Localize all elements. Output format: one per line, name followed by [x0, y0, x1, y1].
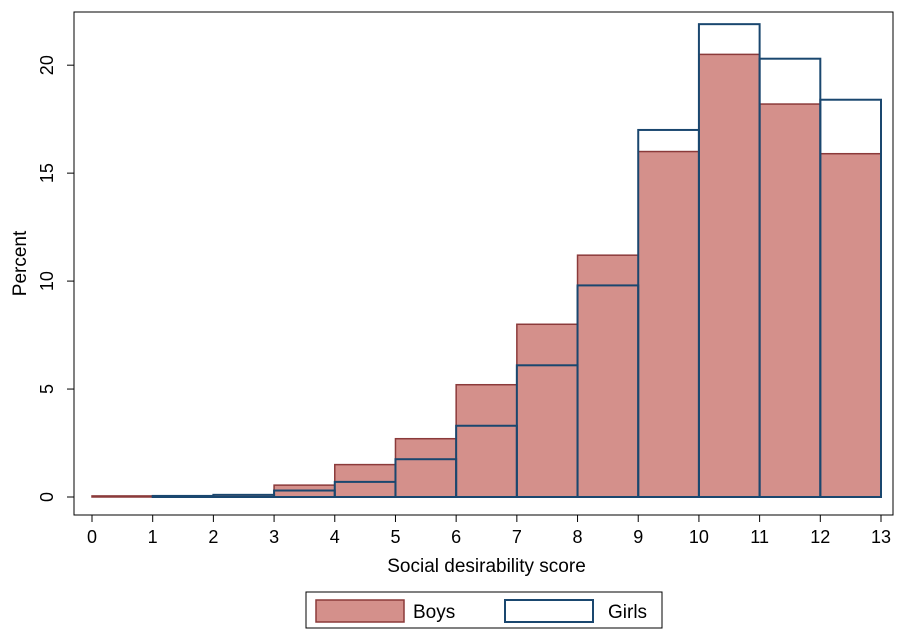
x-axis: 0 1 2 3 4 5 6 7 8 9 10 11 12 13 [87, 515, 891, 547]
x-tick-label: 1 [148, 527, 158, 547]
x-tick-label: 6 [451, 527, 461, 547]
y-tick-label: 20 [37, 55, 57, 75]
girls-bar-12-13 [819, 98, 882, 499]
boys-bar-6-7 [455, 383, 518, 498]
boys-bar-12-13 [819, 152, 882, 498]
boys-bar-9-10 [637, 150, 700, 498]
legend-label-boys: Boys [413, 602, 455, 623]
y-tick-label: 5 [37, 384, 57, 394]
boys-bar-8-9 [576, 254, 639, 498]
y-tick-label: 0 [37, 492, 57, 502]
legend-label-girls: Girls [608, 602, 647, 623]
legend: Boys Girls [305, 591, 663, 629]
girls-bars [151, 23, 882, 499]
x-tick-label: 9 [633, 527, 643, 547]
x-tick-label: 2 [208, 527, 218, 547]
y-tick-label: 15 [37, 163, 57, 183]
x-tick-label: 10 [689, 527, 709, 547]
x-tick-label: 8 [573, 527, 583, 547]
x-tick-label: 0 [87, 527, 97, 547]
plot-frame [73, 11, 894, 516]
boys-bar-0-1 [91, 495, 154, 498]
boys-bar-7-8 [516, 323, 579, 498]
y-tick-label: 10 [37, 271, 57, 291]
boys-bar-5-6 [394, 437, 457, 498]
boys-bar-11-12 [758, 103, 822, 498]
legend-swatch-girls [504, 599, 594, 623]
x-tick-label: 5 [390, 527, 400, 547]
boys-bar-4-5 [334, 463, 397, 498]
y-axis-title: Percent [10, 230, 31, 296]
y-axis: 0 5 10 15 20 [37, 55, 74, 502]
x-tick-label: 7 [512, 527, 522, 547]
x-tick-label: 13 [871, 527, 891, 547]
legend-swatch-boys [315, 599, 405, 623]
girls-bar-1-2 [151, 494, 215, 498]
x-axis-title: Social desirability score [387, 556, 586, 577]
boys-bars [91, 53, 882, 498]
boys-bar-10-11 [698, 53, 761, 498]
x-tick-label: 11 [750, 527, 769, 547]
x-tick-label: 4 [330, 527, 340, 547]
x-tick-label: 12 [810, 527, 830, 547]
x-tick-label: 3 [269, 527, 279, 547]
